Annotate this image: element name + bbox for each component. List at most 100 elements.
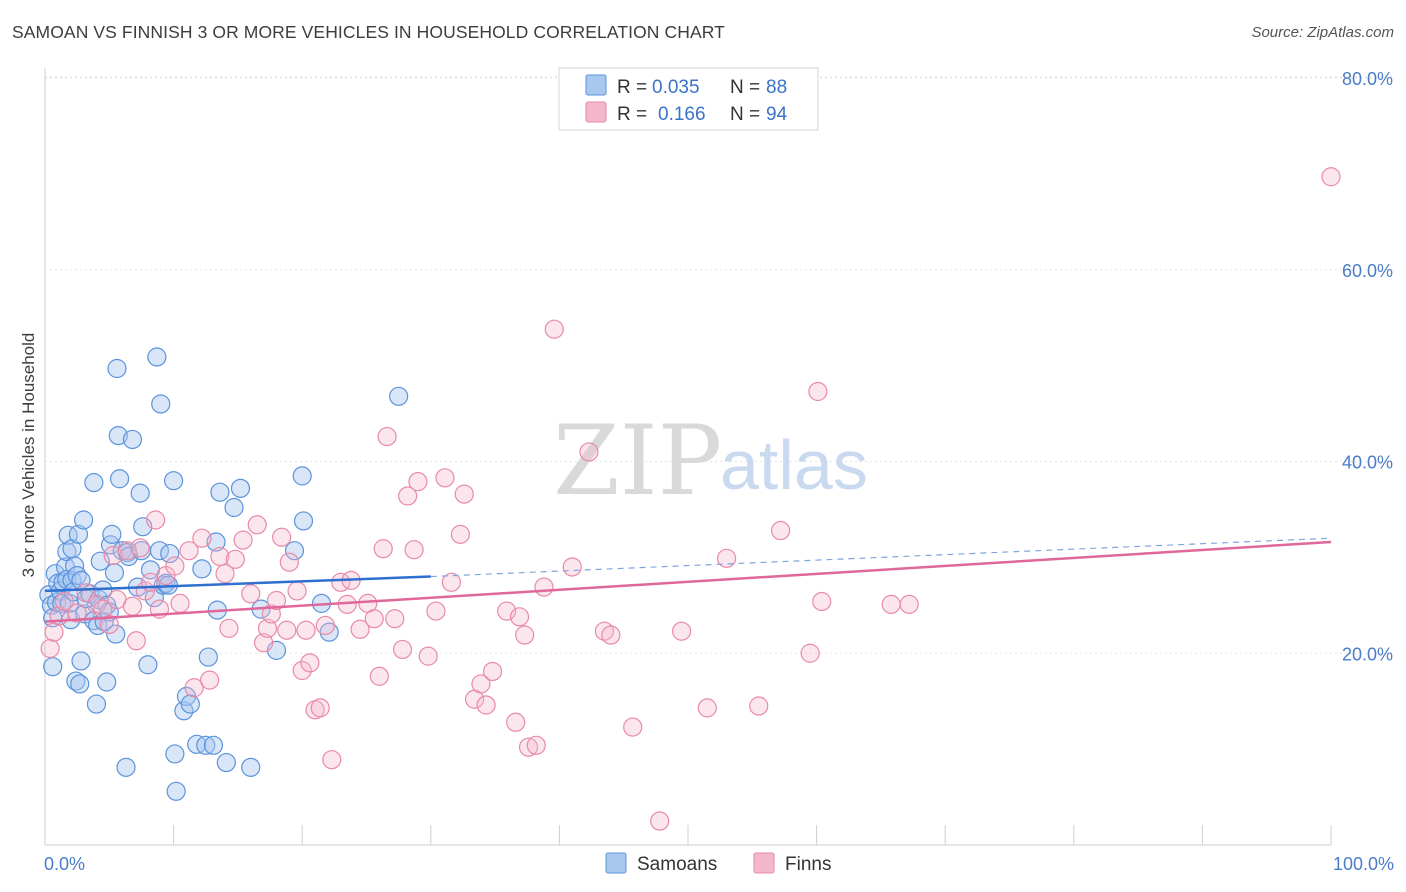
samoan-point-66 — [160, 543, 180, 564]
bottom-legend: Samoans Finns — [605, 852, 831, 875]
legend-n-label-finns: N = — [730, 104, 760, 125]
finn-point-34 — [257, 618, 278, 638]
x-tick-labels: 0.0% 100.0% — [44, 854, 1394, 874]
samoan-point-77 — [203, 735, 224, 755]
samoan-point-78 — [206, 532, 226, 552]
samoan-point-49 — [116, 757, 136, 777]
samoan-point-31 — [84, 472, 104, 493]
samoan-point-45 — [107, 358, 127, 379]
samoan-point-26 — [73, 510, 94, 530]
finn-point-38 — [277, 620, 297, 640]
finn-point-61 — [408, 472, 428, 492]
finn-point-0 — [40, 638, 60, 659]
finn-point-53 — [364, 609, 384, 629]
finn-point-54 — [369, 666, 389, 686]
chart-title: SAMOAN VS FINNISH 3 OR MORE VEHICLES IN … — [12, 22, 725, 42]
finn-point-96 — [1321, 167, 1341, 187]
finn-point-4 — [67, 603, 87, 623]
legend-n-label-samoans: N = — [730, 77, 760, 98]
finn-point-74 — [509, 607, 530, 627]
finn-point-24 — [192, 528, 212, 548]
finn-point-25 — [200, 670, 220, 690]
finn-point-64 — [435, 468, 455, 488]
finn-point-71 — [482, 661, 503, 682]
finn-point-12 — [122, 596, 143, 616]
finn-point-89 — [749, 696, 769, 716]
finn-point-81 — [579, 442, 599, 462]
samoan-point-84 — [241, 757, 261, 777]
samoan-point-82 — [224, 497, 244, 518]
samoan-point-72 — [180, 694, 200, 714]
finn-point-1 — [44, 622, 64, 642]
bottom-legend-label-finns: Finns — [785, 854, 831, 875]
watermark-atlas: atlas — [720, 426, 868, 504]
samoan-point-3 — [43, 657, 63, 677]
finn-point-78 — [534, 577, 554, 597]
samoan-point-75 — [196, 735, 216, 755]
finn-point-42 — [296, 620, 316, 640]
samoan-point-76 — [198, 647, 218, 667]
finn-point-79 — [544, 319, 564, 339]
finn-point-23 — [184, 678, 204, 698]
finn-point-8 — [99, 614, 119, 635]
finn-point-84 — [623, 717, 643, 737]
samoan-point-39 — [97, 672, 117, 692]
finn-point-60 — [404, 540, 424, 560]
legend-n-value-finns: 94 — [766, 104, 788, 125]
samoan-point-43 — [104, 563, 125, 583]
samoan-point-81 — [216, 752, 236, 773]
finn-point-90 — [770, 520, 791, 541]
y-tick-label-60: 60.0% — [1342, 261, 1393, 281]
finn-point-29 — [225, 549, 245, 569]
finn-point-32 — [247, 515, 267, 535]
finn-point-43 — [300, 653, 320, 673]
finns-trend-line — [44, 540, 1332, 623]
finn-point-94 — [881, 594, 901, 614]
samoan-point-52 — [122, 429, 143, 450]
finn-point-40 — [287, 581, 307, 601]
finn-point-21 — [170, 593, 190, 613]
finn-point-58 — [392, 639, 413, 660]
finn-point-28 — [219, 618, 239, 638]
finn-point-13 — [126, 631, 146, 651]
finn-point-92 — [808, 381, 828, 402]
samoan-point-74 — [192, 559, 212, 579]
finn-point-46 — [315, 615, 335, 636]
samoans-trend-line — [44, 575, 431, 593]
samoan-point-60 — [147, 347, 167, 367]
samoan-point-46 — [108, 426, 128, 446]
finn-point-93 — [812, 591, 832, 612]
finn-point-33 — [254, 633, 274, 653]
samoan-point-89 — [293, 511, 314, 531]
samoan-point-42 — [102, 524, 122, 544]
finn-point-62 — [418, 646, 438, 666]
finn-point-75 — [515, 625, 535, 645]
finn-point-69 — [471, 674, 491, 694]
samoan-point-62 — [151, 394, 171, 414]
finn-point-76 — [518, 737, 539, 757]
finn-point-65 — [441, 572, 461, 592]
finn-point-36 — [266, 590, 287, 611]
samoan-point-87 — [284, 541, 305, 561]
finn-point-73 — [506, 712, 526, 732]
samoan-point-23 — [70, 674, 90, 694]
finn-point-17 — [145, 510, 166, 530]
finn-point-70 — [476, 695, 496, 715]
finn-point-39 — [279, 552, 299, 572]
finn-point-37 — [272, 527, 292, 547]
legend-swatch-finns — [585, 101, 607, 123]
bottom-legend-swatch-finns — [753, 852, 775, 874]
finn-point-86 — [671, 621, 692, 641]
legend: R = 0.035 N = 88 R = 0.166 N = 94 — [558, 67, 819, 131]
samoans-trend-extension — [430, 537, 1332, 578]
finn-point-26 — [210, 546, 230, 567]
finn-point-95 — [899, 594, 919, 614]
finn-point-55 — [373, 539, 393, 559]
finn-point-45 — [310, 698, 330, 718]
samoan-point-32 — [86, 694, 107, 714]
watermark-zip: ZIP — [553, 405, 722, 517]
legend-n-value-samoans: 88 — [766, 77, 787, 98]
samoan-point-67 — [164, 471, 184, 491]
finn-point-63 — [426, 601, 446, 621]
finn-point-83 — [601, 625, 621, 645]
